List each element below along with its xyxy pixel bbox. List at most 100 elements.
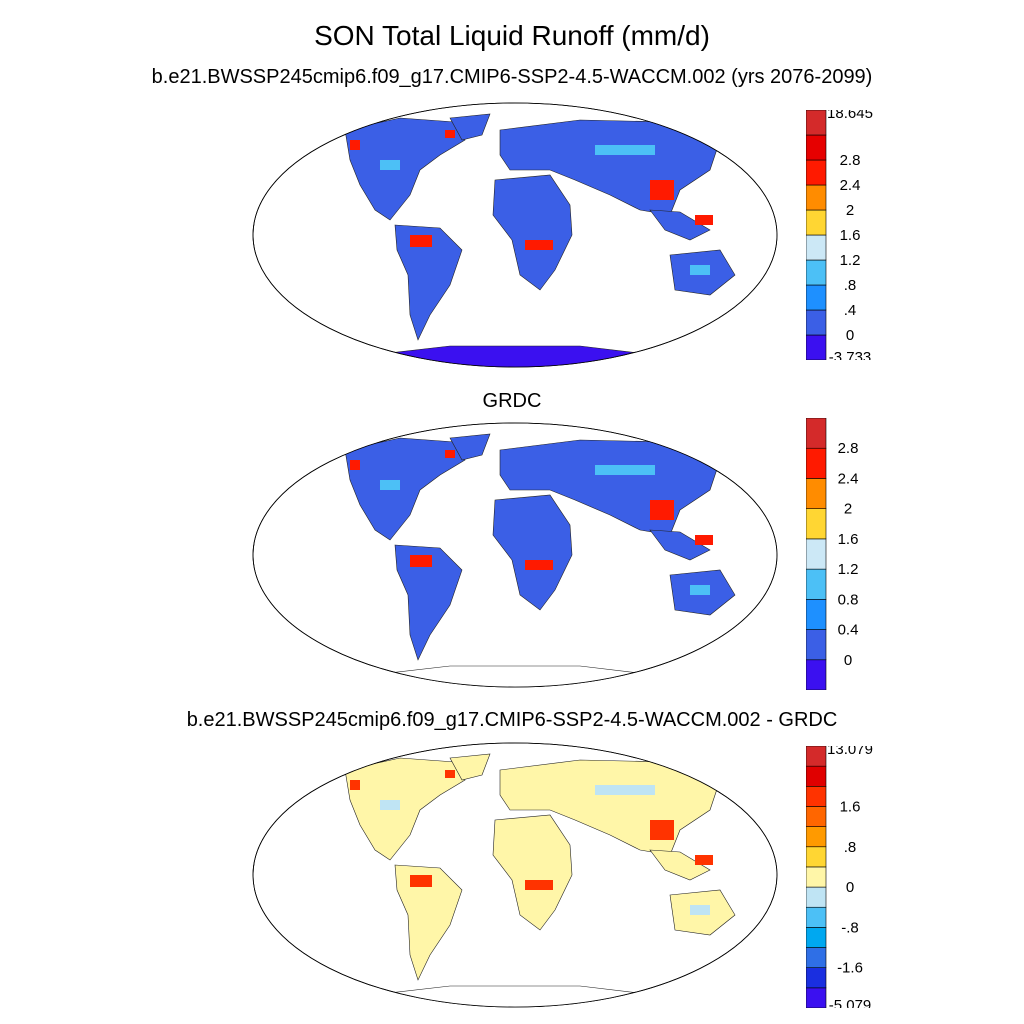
colorbar-segment: [806, 309, 827, 336]
high-runoff-region: [410, 235, 432, 247]
colorbar-segment: [806, 234, 827, 261]
mid-runoff-region: [690, 585, 710, 595]
colorbar-segment: [806, 284, 827, 311]
colorbar-tick-label: 0: [846, 327, 854, 344]
colorbar-tick-label: 1.2: [838, 561, 859, 578]
model-colorbar: -3.733 0 .4 .8 1.2 1.6 2 2.4 2.8 18.645: [806, 110, 873, 360]
colorbar-segment: [806, 967, 827, 989]
high-runoff-region: [525, 560, 553, 570]
main-title: SON Total Liquid Runoff (mm/d): [314, 20, 710, 51]
colorbar-tick-label: 0: [844, 652, 852, 669]
colorbar-segment: [806, 746, 827, 767]
continent-southAmerica: [394, 544, 463, 661]
colorbar-tick-label: -.8: [841, 919, 859, 936]
map-frame: [252, 102, 778, 368]
colorbar-segment: [806, 508, 827, 540]
colorbar-tick-label: 1.6: [840, 227, 861, 244]
continent-greenland: [449, 113, 491, 141]
high-runoff-region: [525, 880, 553, 890]
high-runoff-region: [650, 500, 674, 520]
colorbar-tick-label: -5.079: [829, 997, 872, 1008]
colorbar-segment: [806, 568, 827, 600]
colorbar-tick-label: .8: [844, 277, 857, 294]
colorbar-segment: [806, 659, 827, 690]
colorbar-tick-label: 2.4: [838, 470, 859, 487]
grdc-runoff-map: [252, 422, 778, 688]
continent-seAsia: [649, 209, 711, 241]
high-runoff-region: [350, 780, 360, 790]
mid-runoff-region: [380, 800, 400, 810]
continent-africa: [492, 494, 573, 611]
colorbar-tick-label: 13.079: [827, 746, 873, 758]
colorbar-segment: [806, 418, 827, 449]
colorbar-segment: [806, 846, 827, 868]
colorbar-tick-label: -1.6: [837, 960, 863, 977]
colorbar-tick-label: 2.8: [838, 440, 859, 457]
colorbar-segment: [806, 786, 827, 807]
colorbar-segment: [806, 629, 827, 661]
high-runoff-region: [445, 770, 455, 778]
mid-runoff-region: [380, 160, 400, 170]
continent-africa: [492, 174, 573, 291]
colorbar-tick-label: 0.8: [838, 591, 859, 608]
difference-colorbar: -5.079 -1.6 -.8 0 .8 1.6 13.079: [806, 746, 873, 1008]
colorbar-segment: [806, 184, 827, 211]
high-runoff-region: [525, 240, 553, 250]
continent-africa: [492, 814, 573, 931]
map-frame: [252, 742, 778, 1008]
continent-seAsia: [649, 849, 711, 881]
continent-northAmerica: [344, 757, 466, 861]
continent-seAsia: [649, 529, 711, 561]
map-land-layer: [344, 433, 736, 687]
colorbar-tick-label: 2: [846, 202, 854, 219]
colorbar-segment: [806, 538, 827, 570]
continent-southAmerica: [394, 864, 463, 981]
grdc-colorbar: 0 0.4 0.8 1.2 1.6 2 2.4 2.8: [806, 418, 859, 690]
colorbar-segment: [806, 987, 827, 1008]
panel-2-title: GRDC: [482, 390, 542, 412]
colorbar-segment: [806, 334, 827, 360]
colorbar-tick-label: 0: [846, 879, 854, 896]
colorbar-tick-label: .4: [844, 302, 857, 319]
high-runoff-region: [350, 140, 360, 150]
mid-runoff-region: [595, 785, 655, 795]
colorbar-segment: [806, 906, 827, 928]
colorbar-segment: [806, 134, 827, 161]
colorbar-segment: [806, 806, 827, 827]
continent-northAmerica: [344, 437, 466, 541]
colorbar-tick-label: 0.4: [838, 622, 859, 639]
high-runoff-region: [445, 450, 455, 458]
model-runoff-map: [252, 102, 778, 368]
colorbar-tick-label: 1.6: [838, 531, 859, 548]
colorbar-segment: [806, 259, 827, 286]
colorbar-segment: [806, 866, 827, 888]
continent-southAmerica: [394, 224, 463, 341]
high-runoff-region: [410, 875, 432, 887]
mid-runoff-region: [595, 145, 655, 155]
colorbar-tick-label: .8: [844, 839, 857, 856]
colorbar-segment: [806, 886, 827, 908]
mid-runoff-region: [690, 905, 710, 915]
colorbar-segment: [806, 478, 827, 509]
colorbar-tick-label: 1.6: [840, 798, 861, 815]
mid-runoff-region: [595, 465, 655, 475]
high-runoff-region: [695, 855, 713, 865]
colorbar-tick-label: 1.2: [840, 252, 861, 269]
colorbar-tick-label: 18.645: [827, 110, 873, 122]
continent-greenland: [449, 433, 491, 461]
colorbar-segment: [806, 927, 827, 948]
high-runoff-region: [650, 180, 674, 200]
map-land-layer: [344, 113, 736, 367]
colorbar-tick-label: 2.8: [840, 152, 861, 169]
continent-northAmerica: [344, 117, 466, 221]
colorbar-segment: [806, 447, 827, 479]
colorbar-segment: [806, 599, 827, 630]
mid-runoff-region: [380, 480, 400, 490]
colorbar-segment: [806, 765, 827, 787]
colorbar-segment: [806, 947, 827, 968]
panel-1-title: b.e21.BWSSP245cmip6.f09_g17.CMIP6-SSP2-4…: [151, 66, 873, 88]
high-runoff-region: [410, 555, 432, 567]
colorbar-tick-label: 2: [844, 501, 852, 518]
high-runoff-region: [445, 130, 455, 138]
high-runoff-region: [650, 820, 674, 840]
